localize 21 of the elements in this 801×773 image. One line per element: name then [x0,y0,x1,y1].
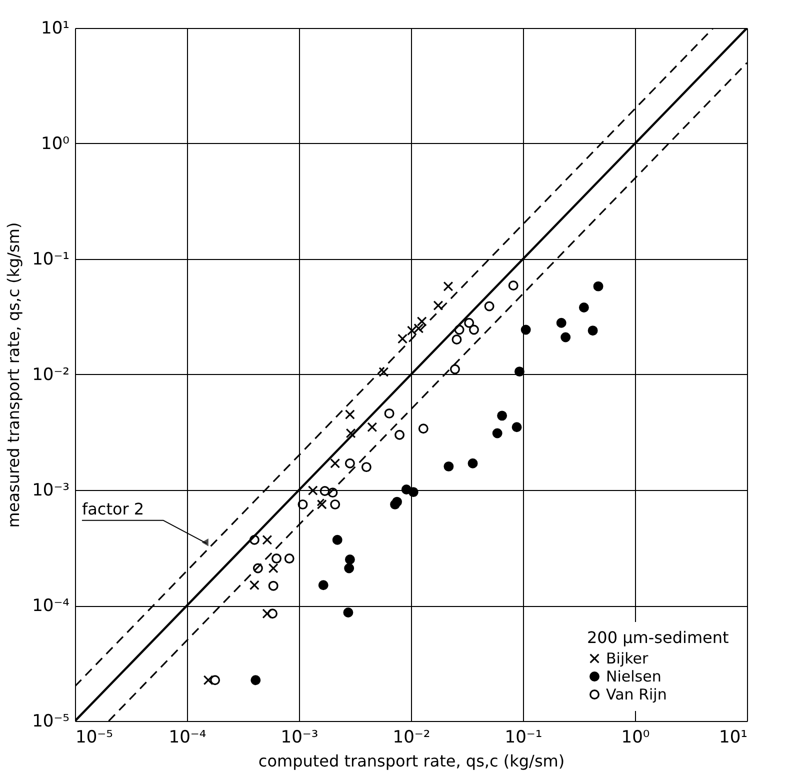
x-tick-label: 10⁻⁴ [168,728,206,748]
y-tick-label: 10⁰ [41,134,70,154]
legend-label: Bijker [606,650,650,668]
legend-title: 200 μm-sediment [587,628,729,647]
y-tick-label: 10⁻¹ [32,250,70,270]
y-tick-label: 10⁻⁵ [32,712,70,732]
x-tick-label: 10¹ [719,728,748,748]
legend-label: Van Rijn [606,686,667,704]
x-tick-label: 10⁰ [621,728,650,748]
x-tick-label: 10⁻³ [280,728,318,748]
x-tick-label: 10⁻¹ [504,728,542,748]
y-tick-label: 10⁻⁴ [32,596,70,616]
annotation: factor 2 [82,499,144,518]
y-tick-label: 10⁻³ [32,480,70,500]
legend-label: Nielsen [606,668,662,686]
x-axis-title: computed transport rate, qs,c (kg/sm) [258,752,565,770]
y-axis-title: measured transport rate, qs,c (kg/sm) [4,222,24,528]
x-tick-label: 10⁻⁵ [76,728,113,748]
y-tick-label: 10¹ [41,18,70,38]
x-tick-label: 10⁻² [392,728,430,748]
y-tick-label: 10⁻² [32,365,70,385]
